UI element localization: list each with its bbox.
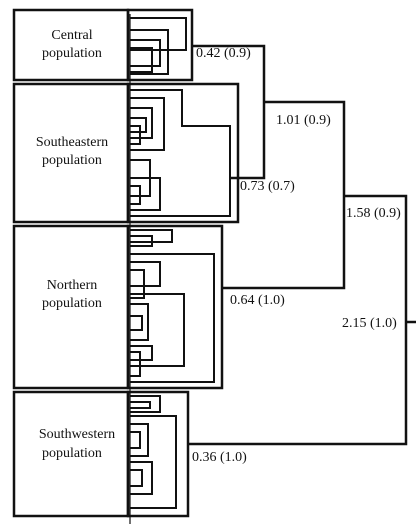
- central-population-label-line2: population: [42, 46, 102, 61]
- southeastern-population-label-line2: population: [42, 153, 102, 168]
- southwestern-cluster-box: [126, 390, 190, 518]
- node-label-northern: 0.64 (1.0): [230, 293, 285, 308]
- node-label-ce-se-northern: 1.58 (0.9): [346, 206, 401, 221]
- southeastern-subtree: [130, 89, 231, 217]
- central-population-label-line1: Central: [51, 28, 92, 43]
- node-label-central-southeastern: 1.01 (0.9): [276, 113, 331, 128]
- main-tree: [188, 44, 416, 446]
- node-label-root: 2.15 (1.0): [342, 316, 397, 331]
- northern-subtree: [130, 229, 215, 383]
- node-label-southeastern: 0.73 (0.7): [240, 179, 295, 194]
- northern-cluster-box: [126, 224, 224, 390]
- northern-population-label-line1: Northern: [47, 278, 98, 293]
- southwestern-population-label-line2: population: [42, 446, 102, 461]
- southwestern-subtree: [130, 395, 177, 509]
- northern-population-label-line2: population: [42, 296, 102, 311]
- southwestern-population-label-line1: Southwestern: [39, 427, 115, 442]
- southeastern-cluster-box: [126, 82, 240, 224]
- central-subtree: [130, 17, 187, 75]
- central-population-box: [12, 8, 130, 82]
- node-label-southwestern: 0.36 (1.0): [192, 450, 247, 465]
- node-label-central: 0.42 (0.9): [196, 46, 251, 61]
- southeastern-population-label-line1: Southeastern: [36, 135, 108, 150]
